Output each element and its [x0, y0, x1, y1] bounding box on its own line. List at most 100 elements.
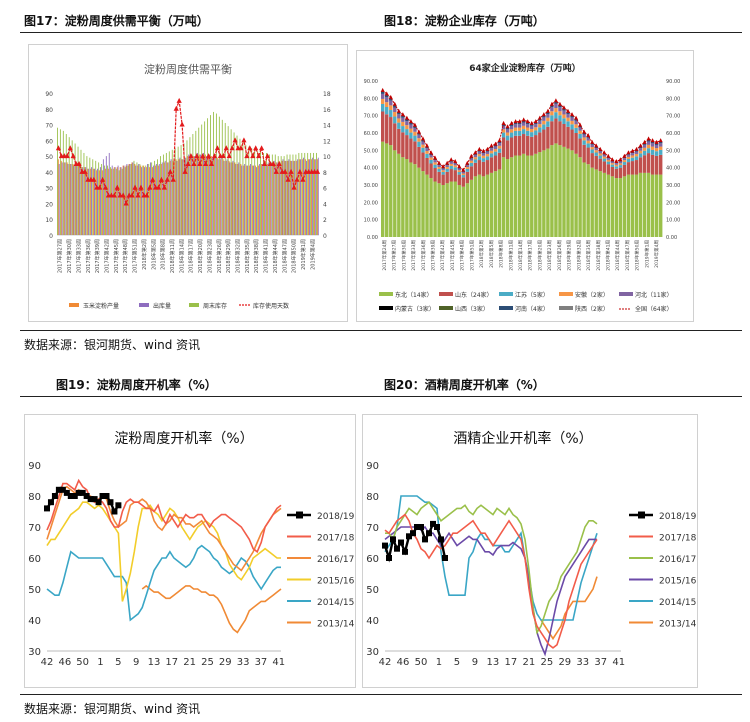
fig20-xtick: 25 — [540, 657, 553, 668]
fig17-bar-inv — [289, 154, 291, 235]
fig17-bar-prod — [196, 154, 198, 235]
fig17-bar-out — [217, 159, 219, 235]
fig18-total-point — [420, 136, 425, 141]
fig17-bar-out — [200, 154, 201, 235]
fig17-days-point — [244, 153, 250, 159]
fig17-bar-out — [235, 164, 237, 235]
fig17-bar-out — [164, 160, 166, 235]
fig19-xtick: 29 — [219, 657, 232, 668]
fig17-bar-out — [82, 167, 84, 235]
fig18-bar-stack — [469, 158, 474, 161]
fig18-bar-stack — [485, 150, 490, 152]
fig18-bar-northeast — [517, 155, 522, 237]
fig18-total-point — [445, 160, 450, 165]
fig18-bar-stack — [461, 175, 465, 178]
fig18-bar-stack — [429, 153, 433, 156]
fig17-bar-prod — [119, 167, 121, 235]
fig18-bar-stack — [381, 98, 385, 104]
fig20-series-point — [422, 536, 428, 543]
fig18-legend-swatch — [499, 292, 513, 296]
fig17-bar-out — [79, 165, 81, 235]
fig19-xtick: 13 — [148, 657, 161, 668]
fig18-bar-stack — [473, 154, 478, 158]
fig17-bar-prod — [184, 157, 186, 235]
fig18-bar-stack — [501, 132, 506, 138]
fig17-days-point — [170, 176, 176, 182]
fig17-bar-out — [126, 164, 128, 235]
fig20-legend-marker — [638, 511, 645, 519]
fig17-bar-inv — [201, 124, 203, 235]
fig19-series-point — [47, 499, 54, 506]
fig18-bar-stack — [638, 148, 643, 151]
fig18-bar-stack — [658, 146, 663, 150]
fig17-bar-prod — [137, 165, 139, 235]
fig17-bar-prod — [172, 160, 174, 235]
fig18-bar-stack — [397, 118, 401, 123]
fig17-bar-prod — [128, 164, 130, 235]
fig18-bar-northeast — [578, 157, 582, 237]
fig17-y2tick: 2 — [323, 217, 327, 224]
fig18-bar-stack — [449, 160, 453, 162]
fig18-bar-stack — [566, 121, 570, 127]
fig18-bar-stack — [658, 149, 663, 155]
fig18-bar-northeast — [453, 181, 457, 237]
fig17-bar-inv — [101, 164, 103, 235]
fig19-legend-label: 2013/14 — [317, 620, 355, 630]
fig19-series-line — [46, 501, 281, 602]
fig18-bar-stack — [453, 165, 457, 168]
fig17-y2tick: 14 — [323, 123, 331, 130]
fig18-bar-stack — [554, 112, 558, 119]
fig18-bar-stack — [481, 161, 486, 177]
fig18-bar-stack — [509, 129, 514, 133]
fig19-ytick: 80 — [28, 492, 41, 503]
fig17-bar-prod — [316, 159, 318, 235]
fig18-bar-northeast — [530, 155, 534, 237]
fig18-bar-stack — [542, 129, 546, 151]
fig20-legend-label: 2015/16 — [659, 577, 697, 587]
fig17-days-point — [238, 145, 244, 151]
fig18-bar-northeast — [598, 171, 602, 237]
fig18-bar-stack — [646, 148, 651, 154]
fig18-bar-stack — [489, 146, 494, 149]
fig17-days-point — [264, 153, 271, 159]
fig18-bar-stack — [433, 160, 437, 163]
fig18-bar-stack — [417, 141, 421, 147]
fig18-bar-stack — [642, 147, 647, 151]
fig17-bar-prod — [225, 160, 227, 235]
fig18-ytick: 50.00 — [364, 148, 378, 154]
fig17-bar-inv — [266, 152, 267, 235]
fig18-bar-stack — [465, 167, 470, 169]
fig18-total-point — [477, 146, 482, 151]
fig17-bar-inv — [227, 126, 229, 235]
fig18-bar-stack — [401, 121, 405, 127]
fig19-xtick: 50 — [76, 657, 89, 668]
fig18-bar-stack — [546, 121, 550, 127]
fig18-total-point — [517, 119, 522, 124]
fig18-total-point — [437, 160, 442, 165]
fig18-bar-stack — [473, 162, 478, 177]
fig19-ytick: 30 — [28, 647, 41, 658]
fig17-bar-out — [99, 167, 101, 235]
fig17-bar-inv — [168, 151, 170, 235]
source-bottom: 数据来源：银河期货、wind 资讯 — [24, 702, 201, 716]
fig18-bar-northeast — [497, 169, 502, 237]
fig18-xtick: 2018年第38周 — [595, 240, 602, 271]
fig17-bar-prod — [102, 170, 103, 235]
fig20-series-line — [384, 513, 598, 649]
fig17-bar-prod — [66, 162, 68, 235]
fig18-bar-stack — [570, 115, 574, 118]
fig18-total-point — [465, 160, 470, 165]
fig20-legend-label: 2016/17 — [659, 555, 696, 565]
fig18-bar-stack — [590, 149, 594, 154]
fig17-bar-inv — [95, 160, 97, 235]
fig18-total-point — [497, 138, 502, 143]
fig17-bar-prod — [261, 164, 262, 235]
fig18-bar-northeast — [489, 172, 494, 237]
fig18-bar-stack — [389, 105, 393, 111]
fig18-bar-stack — [497, 143, 502, 146]
fig18-bar-stack — [566, 117, 570, 122]
fig17-bar-inv — [198, 127, 200, 235]
fig18-bar-stack — [582, 134, 586, 138]
fig20-series-point — [418, 524, 424, 530]
fig18-bar-stack — [421, 147, 425, 153]
